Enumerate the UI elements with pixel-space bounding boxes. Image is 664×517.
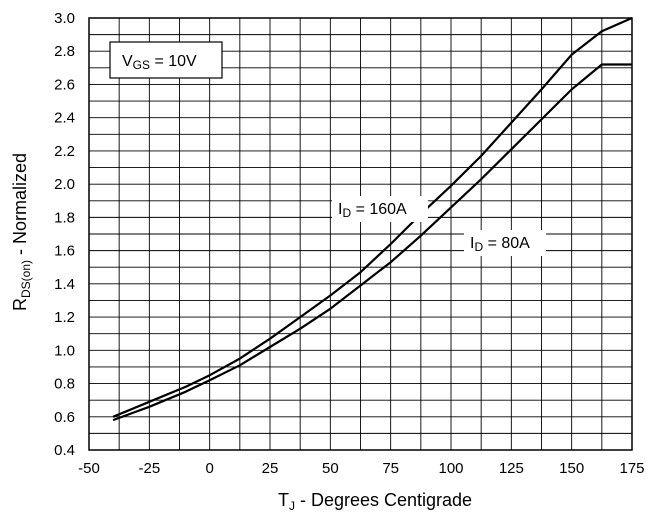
y-axis-title: RDS(on) - Normalized xyxy=(10,153,33,311)
x-axis-title: TJ - Degrees Centigrade xyxy=(278,490,472,513)
plot-area-frame xyxy=(88,17,633,451)
x-tick-label: -50 xyxy=(78,460,100,477)
y-tick-label: 1.8 xyxy=(54,209,75,226)
y-tick-label: 1.6 xyxy=(54,243,75,260)
series-label-160a-text: ID = 160A xyxy=(338,201,407,220)
y-tick-labels: 0.4 0.6 0.8 1.0 1.2 1.4 1.6 1.8 2.0 2.2 2.4 2.6 2.8 3… xyxy=(54,10,75,459)
grid-lines xyxy=(88,17,633,451)
x-tick-label: 25 xyxy=(262,460,279,477)
x-tick-label: 150 xyxy=(559,460,584,477)
series-line-160a xyxy=(112,16,633,418)
x-tick-label: 100 xyxy=(438,460,463,477)
y-tick-label: 1.4 xyxy=(54,276,75,293)
series-line-80a xyxy=(112,63,632,422)
y-tick-label: 2.4 xyxy=(54,110,75,127)
y-tick-label: 2.0 xyxy=(54,176,75,193)
series-label-160a: ID = 160A xyxy=(332,196,428,222)
series-lines xyxy=(112,16,633,422)
condition-box: VGS = 10V xyxy=(109,41,223,79)
x-tick-label: 175 xyxy=(619,460,644,477)
series-label-160a-bg xyxy=(332,196,428,222)
y-tick-label: 1.0 xyxy=(54,342,75,359)
y-tick-label: 2.2 xyxy=(54,143,75,160)
x-tick-label: 125 xyxy=(499,460,524,477)
x-tick-label: 50 xyxy=(322,460,339,477)
y-tick-label: 0.8 xyxy=(54,376,75,393)
series-label-80a: ID = 80A xyxy=(464,230,546,256)
y-tick-label: 1.2 xyxy=(54,309,75,326)
series-label-80a-bg xyxy=(464,230,546,256)
x-tick-label: -25 xyxy=(138,460,160,477)
y-tick-label: 0.4 xyxy=(54,442,75,459)
x-tick-label: 75 xyxy=(382,460,399,477)
condition-box-text: VGS = 10V xyxy=(122,53,197,72)
y-tick-label: 2.8 xyxy=(54,43,75,60)
x-tick-label: 0 xyxy=(205,460,213,477)
y-tick-label: 2.6 xyxy=(54,76,75,93)
y-tick-label: 3.0 xyxy=(54,10,75,27)
series-label-80a-text: ID = 80A xyxy=(470,235,530,254)
condition-box-frame xyxy=(109,41,223,79)
y-tick-label: 0.6 xyxy=(54,409,75,426)
x-tick-labels: -50 -25 0 25 50 75 100 125 150 175 xyxy=(78,460,644,477)
